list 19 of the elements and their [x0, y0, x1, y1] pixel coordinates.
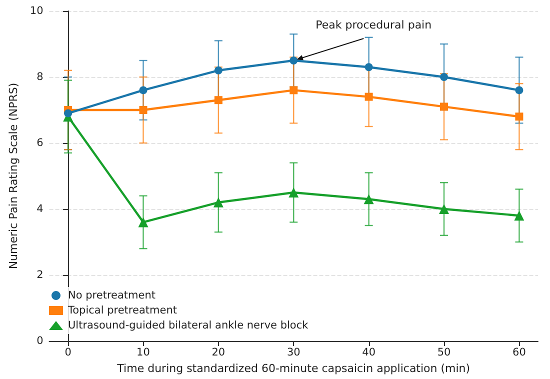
x-tick-label: 40 [362, 346, 376, 358]
y-tick-label: 4 [36, 203, 44, 215]
y-tick-label: 6 [36, 137, 44, 149]
x-axis-title: Time during standardized 60-minute capsaicin application (min) [116, 362, 470, 375]
legend-label: No pretreatment [68, 290, 156, 302]
y-tick-label: 2 [36, 269, 44, 281]
x-tick-label: 50 [437, 346, 451, 358]
x-tick-label: 0 [64, 346, 72, 358]
y-axis-title: Numeric Pain Rating Scale (NPRS) [7, 82, 20, 270]
y-tick-label: 0 [36, 335, 44, 347]
legend-label: Ultrasound-guided bilateral ankle nerve block [68, 320, 310, 332]
x-tick-label: 30 [286, 346, 300, 358]
legend-label: Topical pretreatment [67, 304, 177, 316]
y-tick-label: 8 [36, 71, 44, 83]
x-tick-label: 20 [212, 346, 226, 358]
annotation: Peak procedural pain [316, 18, 432, 32]
x-tick-label: 10 [136, 346, 150, 358]
x-tick-label: 60 [512, 346, 526, 358]
y-tick-label: 10 [30, 5, 44, 17]
